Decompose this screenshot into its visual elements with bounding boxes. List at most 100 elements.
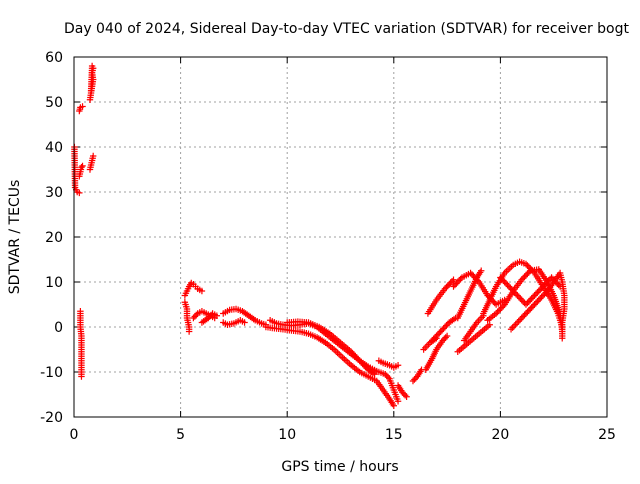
data-point [87, 87, 95, 94]
data-point [353, 354, 361, 361]
y-tick-label: 20 [45, 230, 63, 246]
data-point [535, 296, 542, 304]
data-point [534, 298, 541, 305]
data-point [400, 390, 407, 397]
plot-frame [73, 56, 608, 418]
grid [74, 57, 607, 417]
data-point [534, 289, 541, 296]
data-point [539, 283, 547, 290]
data-point [512, 290, 520, 298]
data-point [497, 305, 504, 313]
data-point [213, 312, 221, 319]
data-point [508, 286, 515, 293]
data-point [529, 293, 537, 301]
data-point [519, 313, 527, 320]
data-point [524, 262, 531, 269]
data-point [471, 274, 479, 281]
data-point [438, 326, 446, 334]
data-point [524, 308, 531, 316]
data-point [486, 321, 493, 328]
data-point [545, 277, 552, 284]
data-point [453, 280, 460, 287]
data-point [198, 287, 206, 295]
data-point [191, 313, 199, 320]
x-tick-label: 20 [491, 427, 509, 443]
axis-ticks: 0 5 10 15 20 25 -20 -10 0 10 20 30 40 50 60 [40, 50, 616, 443]
y-tick-label: 10 [45, 275, 63, 291]
data-point [454, 278, 461, 286]
data-point [500, 277, 507, 284]
data-point [522, 260, 530, 268]
data-point [492, 310, 500, 317]
data-point [522, 301, 530, 308]
data-point [531, 301, 538, 308]
data-points [71, 62, 568, 409]
chart-title: Day 040 of 2024, Sidereal Day-to-day VTE… [64, 21, 630, 37]
y-tick-label: 60 [45, 50, 63, 66]
data-point [542, 289, 550, 296]
data-point [542, 280, 550, 287]
data-point [518, 314, 525, 322]
x-tick-label: 5 [176, 427, 185, 443]
data-point [403, 393, 410, 400]
data-point [441, 285, 449, 292]
data-point [362, 363, 369, 370]
data-point [538, 284, 545, 292]
data-point [521, 273, 528, 280]
y-tick-label: 30 [45, 185, 63, 201]
data-point [507, 326, 515, 333]
data-point [443, 332, 451, 340]
data-point [500, 302, 507, 310]
data-point [347, 348, 355, 355]
data-point [495, 307, 503, 314]
x-tick-label: 25 [598, 427, 616, 443]
data-point [518, 296, 525, 304]
data-point [434, 331, 442, 338]
data-point [457, 275, 464, 283]
data-point [79, 103, 86, 110]
data-point [409, 377, 417, 385]
data-point [448, 278, 456, 285]
data-point [350, 351, 358, 358]
y-tick-label: -20 [40, 410, 63, 426]
data-point [443, 322, 450, 329]
data-point [451, 281, 459, 289]
data-point [524, 299, 531, 307]
data-point [439, 337, 447, 344]
data-point [394, 362, 402, 369]
data-point [76, 189, 83, 197]
data-point [531, 292, 538, 299]
data-point [502, 280, 510, 287]
data-point [515, 318, 522, 325]
data-point [559, 335, 566, 342]
data-point [510, 322, 518, 330]
data-point [505, 283, 513, 290]
data-point [446, 281, 453, 288]
data-point [433, 335, 440, 342]
data-point [541, 290, 548, 298]
data-point [497, 274, 504, 281]
data-point [501, 278, 508, 286]
y-tick-label: 40 [45, 140, 63, 156]
data-point [522, 272, 530, 279]
data-point [359, 360, 366, 367]
data-point [79, 162, 86, 170]
data-point [450, 283, 457, 290]
data-point [507, 284, 514, 292]
data-point [357, 359, 365, 366]
data-point [509, 324, 516, 331]
data-point [539, 292, 547, 299]
data-point [532, 299, 540, 307]
data-point [541, 281, 548, 289]
data-point [535, 287, 542, 295]
data-point [470, 272, 477, 280]
data-point [519, 298, 527, 305]
data-point [443, 284, 450, 291]
y-axis-label: SDTVAR / TECUs [7, 180, 23, 295]
data-point [185, 328, 193, 335]
data-point [548, 274, 555, 281]
data-point [441, 323, 449, 331]
data-point [436, 329, 443, 337]
